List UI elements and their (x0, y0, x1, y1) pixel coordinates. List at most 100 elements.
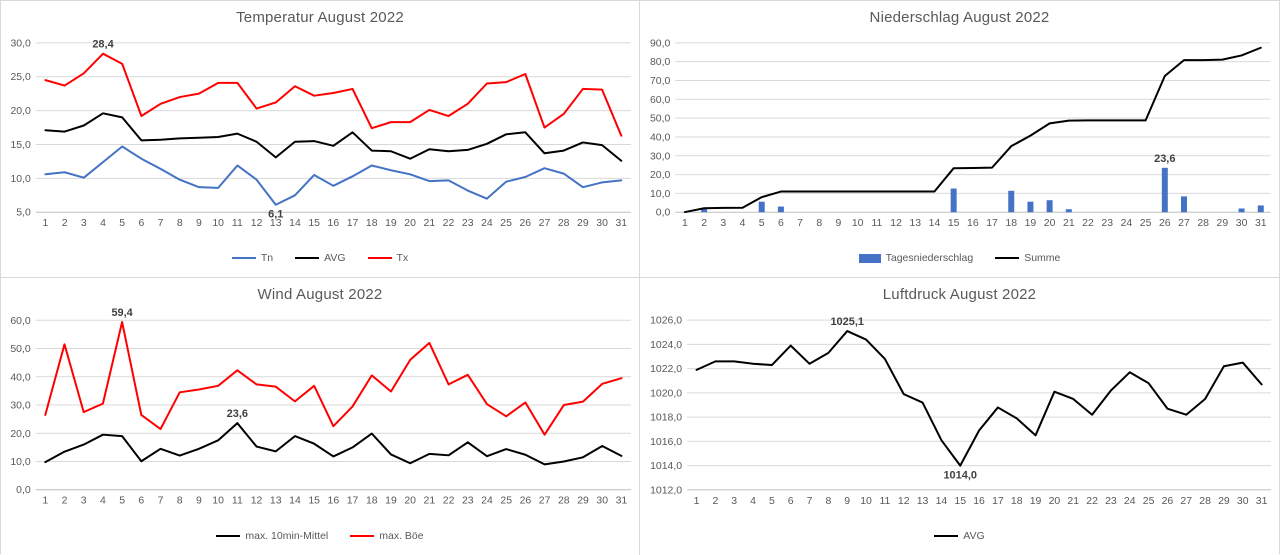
x-axis-label: 11 (879, 496, 890, 507)
x-axis-label: 26 (520, 496, 532, 507)
y-axis-label: 1022,0 (650, 364, 682, 375)
x-axis-label: 12 (251, 496, 263, 507)
x-axis-label: 24 (481, 496, 493, 507)
x-axis-label: 15 (948, 218, 960, 229)
y-axis-label: 10,0 (10, 457, 31, 468)
x-axis-label: 31 (1256, 496, 1268, 507)
y-axis-label: 60,0 (650, 95, 671, 106)
data-label: 1025,1 (830, 316, 864, 328)
x-axis-label: 27 (539, 218, 551, 229)
y-axis-label: 30,0 (10, 401, 31, 412)
legend-item: max. Böe (350, 530, 424, 542)
y-axis-label: 1014,0 (650, 461, 682, 472)
x-axis-label: 30 (596, 496, 608, 507)
x-axis-label: 29 (1218, 496, 1230, 507)
series-line (44, 145, 623, 206)
y-axis-label: 80,0 (650, 57, 671, 68)
x-axis-label: 8 (177, 218, 183, 229)
x-axis-label: 19 (1030, 496, 1042, 507)
x-axis-label: 22 (443, 218, 455, 229)
series-line (44, 320, 623, 436)
x-axis-label: 7 (158, 218, 164, 229)
x-axis-label: 1 (43, 218, 49, 229)
y-axis-label: 15,0 (10, 140, 31, 151)
series-line (44, 52, 623, 137)
x-axis-label: 17 (347, 218, 359, 229)
x-axis-label: 31 (616, 496, 628, 507)
x-axis-label: 2 (712, 496, 718, 507)
x-axis-label: 28 (558, 218, 570, 229)
bar (758, 201, 765, 213)
y-axis-label: 70,0 (650, 76, 671, 87)
x-axis-label: 7 (797, 218, 803, 229)
x-axis-label: 20 (1049, 496, 1061, 507)
x-axis-label: 29 (577, 218, 589, 229)
x-axis-label: 31 (1255, 218, 1267, 229)
y-axis-label: 10,0 (10, 174, 31, 185)
x-axis-label: 10 (212, 218, 224, 229)
avg-line-swatch (295, 257, 320, 259)
x-axis-label: 30 (596, 218, 608, 229)
legend-item: Tagesniederschlag (858, 252, 973, 264)
y-axis-label: 5,0 (16, 208, 31, 219)
x-axis-label: 14 (289, 496, 301, 507)
y-axis-label: 30,0 (650, 151, 671, 162)
chart-title: Temperatur August 2022 (236, 9, 404, 26)
x-axis-label: 26 (519, 218, 531, 229)
x-axis-label: 3 (81, 218, 87, 229)
x-axis-label: 26 (1162, 496, 1174, 507)
x-axis-label: 16 (328, 496, 340, 507)
chart-title: Luftdruck August 2022 (882, 286, 1037, 303)
bar (701, 208, 708, 213)
x-axis-label: 27 (539, 496, 551, 507)
series-line (695, 330, 1263, 467)
legend-label: Tx (396, 252, 409, 264)
legend-item: Tn (231, 252, 273, 264)
legend: Tagesniederschlag Summe (640, 252, 1279, 264)
wind-chart[interactable]: Wind August 2022 0,0 10,0 20,0 30,0 40,0 50,0… (1, 278, 640, 555)
x-axis-label: 31 (615, 218, 627, 229)
x-axis-label: 30 (1236, 218, 1248, 229)
precipitation-chart[interactable]: Niederschlag August 2022 0,0 10,0 20,0 30,0… (640, 1, 1279, 278)
data-label: 23,6 (227, 408, 248, 420)
x-axis-label: 19 (1025, 218, 1037, 229)
x-axis-label: 5 (119, 218, 125, 229)
legend: max. 10min-Mittel max. Böe (1, 530, 639, 542)
bar (1161, 167, 1168, 213)
x-axis-label: 6 (778, 218, 784, 229)
bar (777, 206, 784, 213)
temperature-chart[interactable]: Temperatur August 2022 5,0 10,0 15,0 20,0 25… (1, 1, 640, 278)
x-axis-label: 18 (366, 218, 378, 229)
x-axis-label: 18 (1005, 218, 1017, 229)
legend-label: max. 10min-Mittel (245, 530, 329, 542)
x-axis-label: 26 (1159, 218, 1171, 229)
y-axis-label: 1026,0 (650, 316, 682, 327)
x-axis-label: 28 (558, 496, 570, 507)
x-axis-label: 25 (500, 218, 512, 229)
y-axis-label: 10,0 (650, 189, 671, 200)
x-axis-label: 17 (986, 218, 998, 229)
x-axis-label: 25 (1140, 218, 1152, 229)
y-axis-label: 20,0 (10, 429, 31, 440)
x-axis-label: 21 (424, 218, 436, 229)
x-axis-label: 6 (138, 496, 144, 507)
pressure-chart[interactable]: Luftdruck August 2022 1012,0 1014,0 1016,0… (640, 278, 1279, 555)
series-line (683, 46, 1262, 214)
x-axis-label: 15 (308, 496, 320, 507)
x-axis-label: 3 (81, 496, 87, 507)
x-axis-label: 9 (196, 218, 202, 229)
y-axis-label: 25,0 (10, 72, 31, 83)
legend-item: max. 10min-Mittel (216, 530, 328, 542)
x-axis-label: 12 (251, 218, 263, 229)
legend-item: AVG (934, 530, 985, 542)
x-axis-label: 20 (404, 496, 416, 507)
x-axis-label: 22 (1086, 496, 1098, 507)
x-axis-label: 23 (462, 218, 474, 229)
x-axis-label: 13 (270, 496, 282, 507)
series-line (44, 112, 623, 162)
y-axis-label: 50,0 (10, 344, 31, 355)
x-axis-label: 13 (917, 496, 929, 507)
precipitation-bar-swatch (858, 253, 881, 263)
y-axis-label: 1012,0 (650, 485, 682, 496)
x-axis-label: 2 (701, 218, 707, 229)
